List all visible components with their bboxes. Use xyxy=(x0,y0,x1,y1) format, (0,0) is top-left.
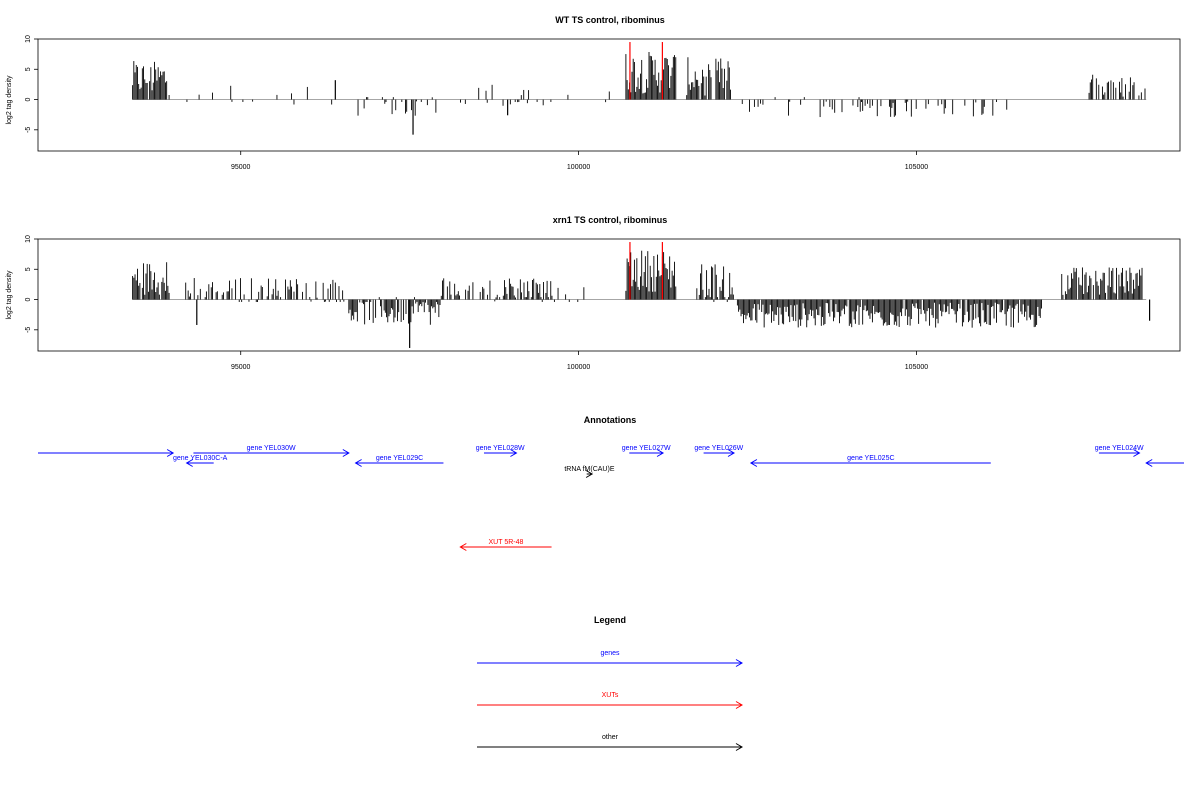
y-tick-label: 0 xyxy=(25,297,32,301)
feature-label: tRNA fM(CAU)E xyxy=(564,466,615,473)
feature-label: gene YEL030W xyxy=(247,445,296,452)
y-tick-label: 10 xyxy=(25,35,32,43)
feature-arrow-head xyxy=(342,449,350,457)
legend-title: Legend xyxy=(594,615,626,625)
y-tick-label: -5 xyxy=(25,327,32,333)
y-tick-label: 10 xyxy=(25,235,32,243)
annotations-title: Annotations xyxy=(584,415,637,425)
y-tick-label: 5 xyxy=(25,267,32,271)
legend-label: XUTs xyxy=(602,692,619,699)
feature-label: gene YEL028W xyxy=(476,445,525,452)
xrn1-track-ylabel: log2 tag density xyxy=(6,270,13,320)
legend-arrow-head xyxy=(735,701,743,709)
feature-arrow-head xyxy=(354,459,362,467)
wt-track-title: WT TS control, ribominus xyxy=(555,15,665,25)
x-tick-label: 95000 xyxy=(231,164,251,171)
xrn1-track-panel: xrn1 TS control, ribominus log2 tag dens… xyxy=(6,215,1181,371)
feature-label: gene YEL025C xyxy=(847,455,894,462)
feature-label: gene YEL027W xyxy=(622,445,671,452)
legend-arrow-head xyxy=(735,659,743,667)
x-tick-label: 105000 xyxy=(905,164,928,171)
wt-track-panel: WT TS control, ribominus log2 tag densit… xyxy=(6,15,1181,171)
annotation-features: gene YEL030W gene YEL030C-A gene YEL029C ge… xyxy=(38,445,1184,551)
feature-arrow-head xyxy=(1133,449,1141,457)
feature-arrow-head xyxy=(749,459,758,467)
wt-track-ylabel: log2 tag density xyxy=(6,75,13,125)
xrn1-track-bars xyxy=(132,242,1151,348)
feature-label: XUT 5R-48 xyxy=(489,539,524,546)
feature-label: gene YEL026W xyxy=(694,445,743,452)
x-tick-label: 105000 xyxy=(905,364,928,371)
feature-arrow-head xyxy=(185,459,193,467)
legend-arrow-head xyxy=(735,743,743,751)
y-tick-label: 0 xyxy=(25,97,32,101)
y-tick-label: -5 xyxy=(25,127,32,133)
legend-entries: genes XUTs other xyxy=(477,650,743,751)
feature-arrow-head xyxy=(1145,459,1153,467)
xrn1-track-axes: -5 0 5 10 95000 100000 105000 xyxy=(25,235,928,371)
xrn1-track-title: xrn1 TS control, ribominus xyxy=(553,215,668,225)
y-tick-label: 5 xyxy=(25,67,32,71)
feature-label: gene YEL030C-A xyxy=(173,455,228,462)
x-tick-label: 100000 xyxy=(567,164,590,171)
legend-label: other xyxy=(602,734,619,741)
feature-label: gene YEL024W xyxy=(1095,445,1144,452)
feature-arrow-head xyxy=(585,470,594,478)
feature-arrow-head xyxy=(656,449,665,457)
feature-arrow-head xyxy=(166,449,175,457)
feature-arrow-head xyxy=(727,449,736,457)
legend-panel: Legend genes XUTs other xyxy=(477,615,743,751)
x-tick-label: 100000 xyxy=(567,364,590,371)
legend-label: genes xyxy=(600,650,620,657)
wt-track-bars xyxy=(132,42,1147,135)
wt-track-axes: -5 0 5 10 95000 100000 105000 xyxy=(25,35,928,171)
feature-arrow-head xyxy=(510,449,518,457)
feature-label: gene YEL029C xyxy=(376,455,423,462)
xrn1-track-frame xyxy=(37,238,1181,352)
x-tick-label: 95000 xyxy=(231,364,251,371)
feature-arrow-head xyxy=(459,543,467,551)
wt-track-frame xyxy=(37,38,1181,152)
